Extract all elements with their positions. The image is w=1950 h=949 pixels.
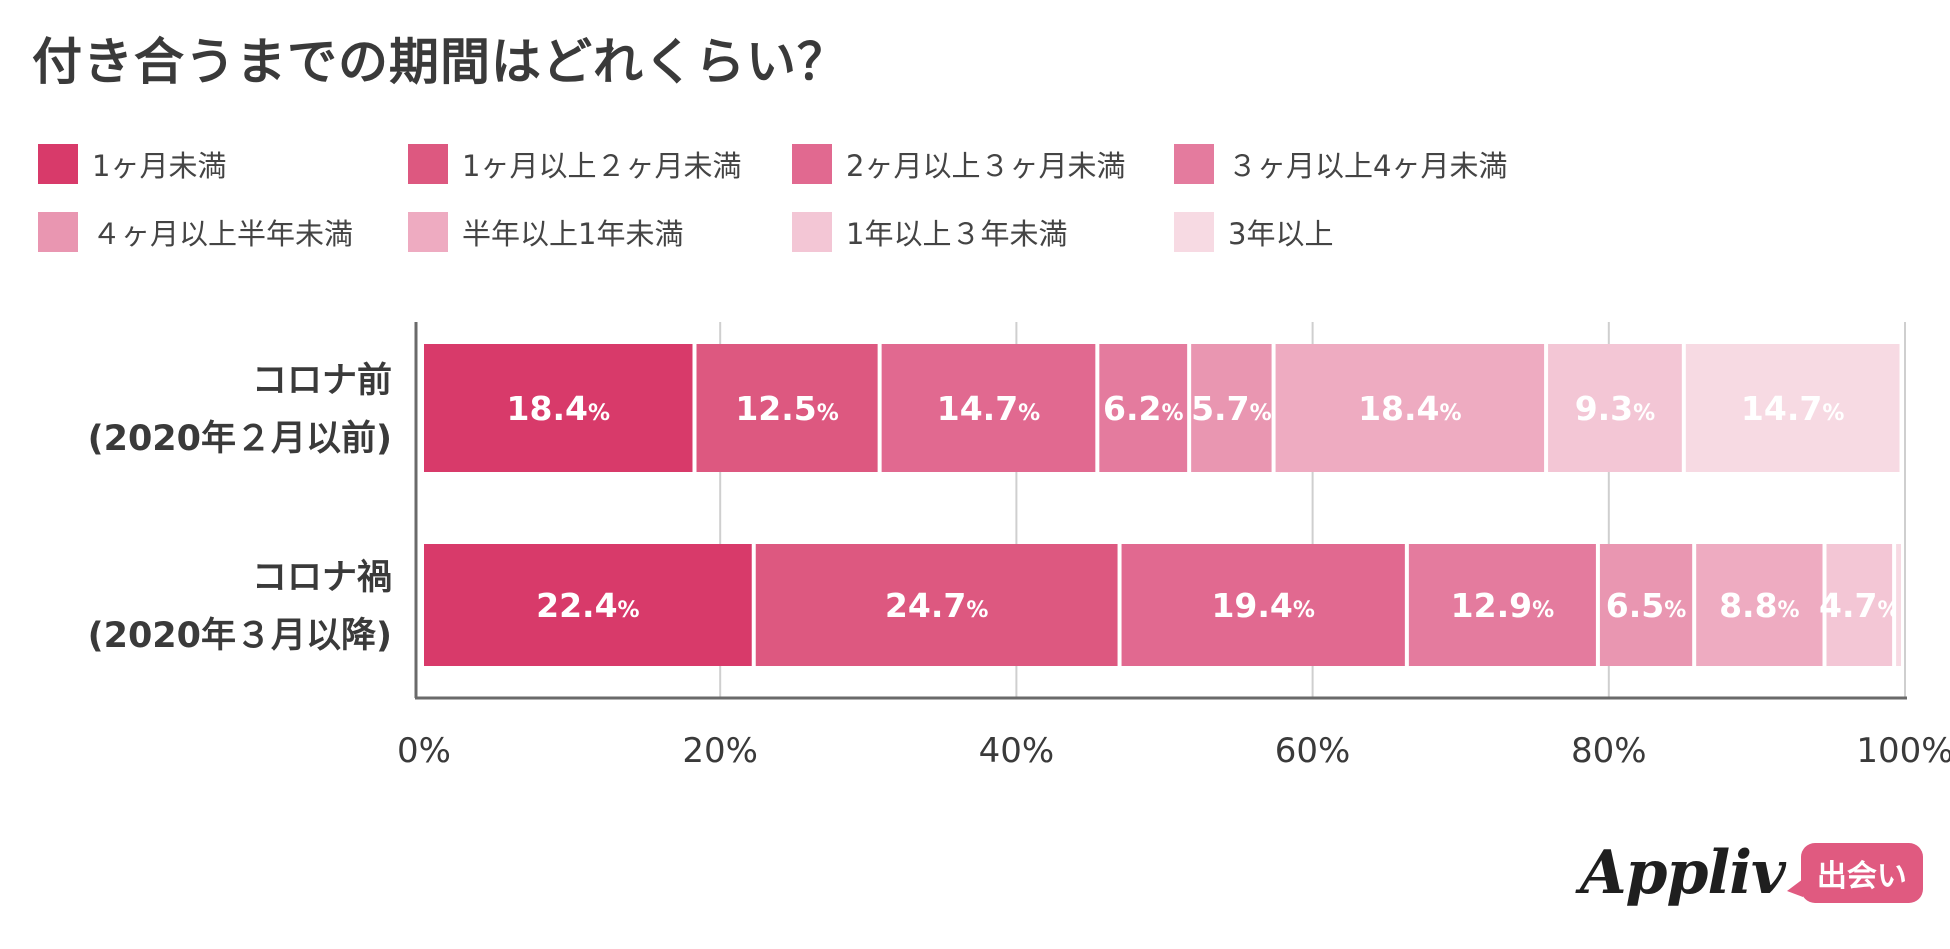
legend-label: ４ヶ月以上半年未満 <box>92 217 354 251</box>
x-tick-label: 60% <box>1275 731 1351 771</box>
legend-swatch <box>38 144 78 184</box>
data-label: 24.7% <box>885 586 988 625</box>
bar-segment <box>1685 344 1900 472</box>
bar-segment <box>1696 544 1823 666</box>
legend-swatch <box>408 144 448 184</box>
legend-swatch <box>792 144 832 184</box>
bar-segment <box>1896 544 1901 666</box>
bar-segment <box>755 544 1118 666</box>
legend-label: 2ヶ月以上３ヶ月未満 <box>846 149 1126 183</box>
bar-segment <box>424 344 693 472</box>
legend-label: ３ヶ月以上4ヶ月未満 <box>1228 149 1508 183</box>
data-label: 12.9% <box>1451 586 1554 625</box>
x-tick-label: 80% <box>1571 731 1647 771</box>
legend-item: 1ヶ月未満 <box>38 142 226 186</box>
brand-logo: Appliv <box>1580 838 1786 908</box>
legend-swatch <box>408 212 448 252</box>
legend-swatch <box>1174 212 1214 252</box>
bar-segment <box>1191 344 1272 472</box>
brand: Appliv 出会い <box>1580 838 1923 908</box>
legend-item: 3年以上 <box>1174 210 1333 254</box>
legend-item: ４ヶ月以上半年未満 <box>38 210 353 254</box>
x-tick-label: 20% <box>682 731 758 771</box>
bar-segment <box>1826 544 1893 666</box>
bar-segment <box>696 344 878 472</box>
bar-segment <box>1599 544 1693 666</box>
chart-title: 付き合うまでの期間はどれくらい？ <box>32 33 848 91</box>
brand-badge: 出会い <box>1786 843 1923 903</box>
legend-label: 1年以上３年未満 <box>846 217 1068 251</box>
legend-label: 1ヶ月未満 <box>92 149 227 183</box>
legend-item: 2ヶ月以上３ヶ月未満 <box>792 142 1125 186</box>
legend-label: 半年以上1年未満 <box>462 217 684 251</box>
bar-segment <box>424 544 752 666</box>
category-label: (2020年２月以前) <box>88 419 392 459</box>
legend-item: 1年以上３年未満 <box>792 210 1067 254</box>
legend-swatch <box>1174 144 1214 184</box>
data-label: 18.4% <box>1358 389 1461 428</box>
bar-segment <box>1548 344 1682 472</box>
legend-label: 3年以上 <box>1228 217 1334 251</box>
legend-label: 1ヶ月以上２ヶ月未満 <box>462 149 742 183</box>
legend-swatch <box>792 212 832 252</box>
bar-segment <box>1408 544 1596 666</box>
legend-item: 半年以上1年未満 <box>408 210 683 254</box>
x-tick-label: 100% <box>1856 731 1950 771</box>
legend-swatch <box>38 212 78 252</box>
bar-segment <box>1121 544 1405 666</box>
category-label: コロナ前 <box>252 361 392 401</box>
category-label: コロナ禍 <box>252 558 392 598</box>
x-tick-label: 40% <box>979 731 1055 771</box>
bar-segment <box>881 344 1096 472</box>
x-tick-label: 0% <box>397 731 451 771</box>
bar-segment <box>1275 344 1545 472</box>
legend-item: ３ヶ月以上4ヶ月未満 <box>1174 142 1507 186</box>
legend-item: 1ヶ月以上２ヶ月未満 <box>408 142 741 186</box>
bar-segment <box>1099 344 1188 472</box>
category-label: (2020年３月以降) <box>88 616 392 656</box>
